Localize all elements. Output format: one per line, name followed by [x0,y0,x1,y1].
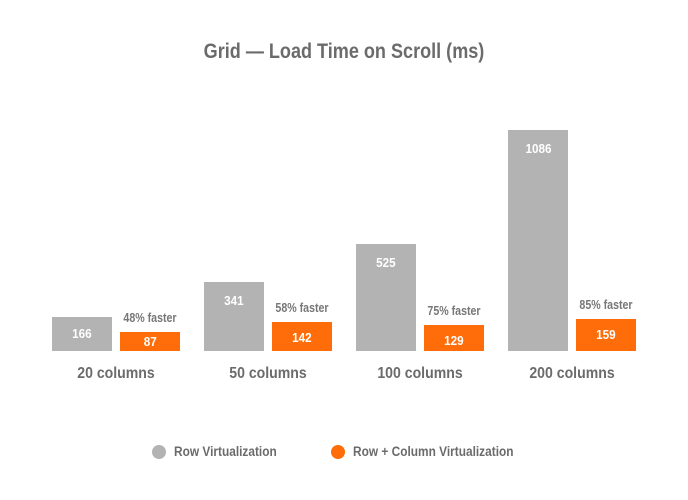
bar-value-label: 1086 [524,141,552,156]
legend-item-row-column-virtualization[interactable]: Row + Column Virtualization [331,444,535,459]
bar-value-label: 142 [292,330,312,345]
legend-swatch-gray [152,444,167,459]
category-label: 100 columns [377,365,463,382]
bar-row-virtualization[interactable]: 525 [356,244,416,351]
bar-value-label: 129 [444,333,464,348]
bar-row-virtualization[interactable]: 1086 [508,130,568,351]
category-label: 200 columns [529,365,615,382]
bar-value-label: 341 [224,293,244,308]
legend-swatch-orange [331,444,346,459]
bar-row-virtualization[interactable]: 341 [204,282,264,351]
percent-faster-annotation: 58% faster [275,301,329,315]
bar-value-label: 525 [376,255,396,270]
legend-label: Row Virtualization [174,444,278,459]
percent-faster-annotation: 48% faster [123,311,177,325]
chart-title: Grid — Load Time on Scroll (ms) [203,40,485,63]
bar-row-column-virtualization[interactable]: 142 [272,322,332,351]
category-label: 20 columns [77,365,155,382]
bar-value-label: 159 [596,327,616,342]
bar-value-label: 166 [72,326,92,341]
legend: Row Virtualization Row + Column Virtuali… [0,444,688,459]
percent-faster-annotation: 85% faster [579,298,633,312]
category-label: 50 columns [229,365,307,382]
percent-faster-annotation: 75% faster [427,304,481,318]
legend-label: Row + Column Virtualization [353,444,514,459]
bar-row-column-virtualization[interactable]: 159 [576,319,636,351]
bar-row-virtualization[interactable]: 166 [52,317,112,351]
bar-row-column-virtualization[interactable]: 87 [120,332,180,351]
legend-item-row-virtualization[interactable]: Row Virtualization [152,444,291,459]
bar-row-column-virtualization[interactable]: 129 [424,325,484,351]
bar-value-label: 87 [143,334,157,349]
